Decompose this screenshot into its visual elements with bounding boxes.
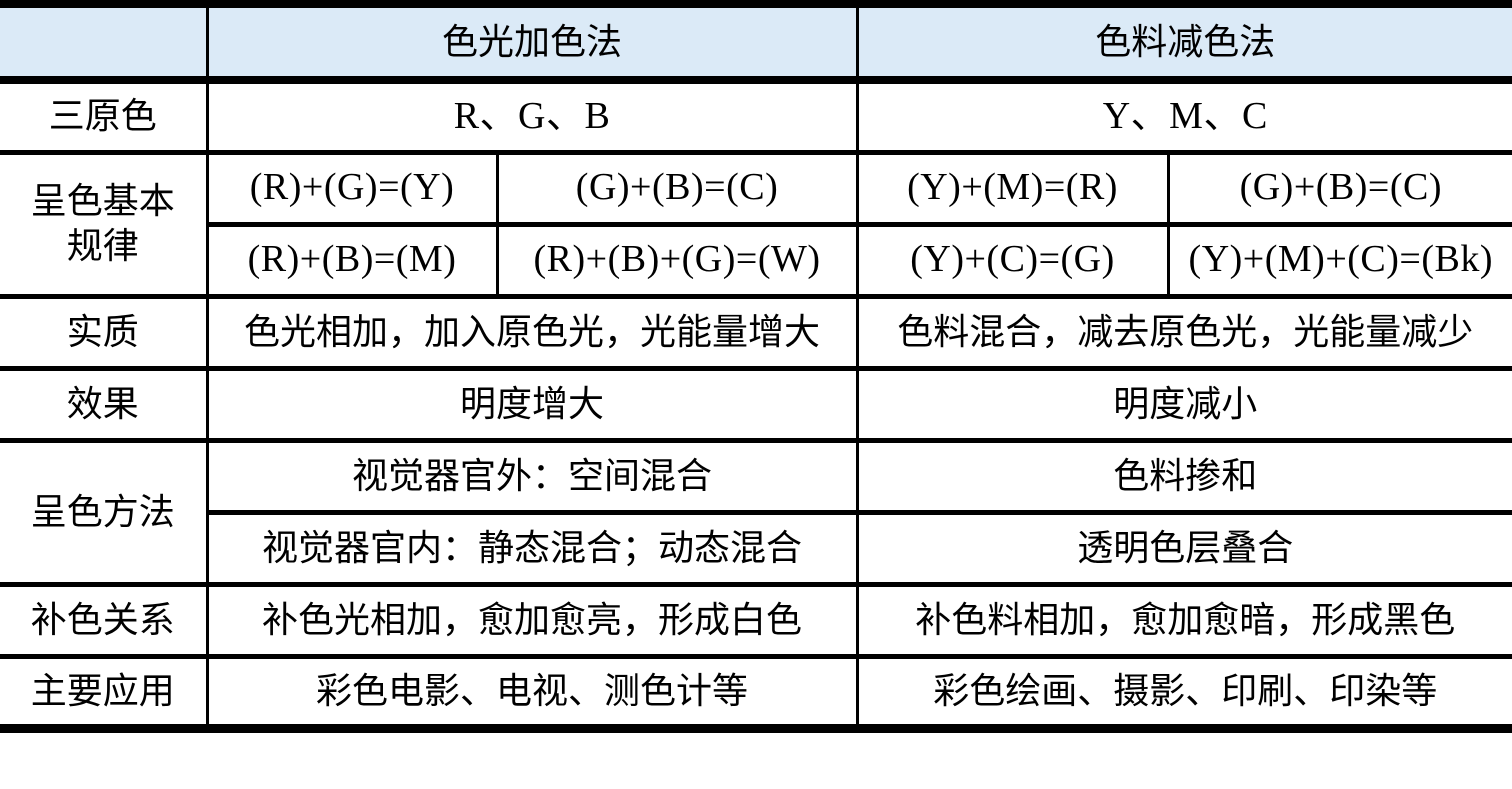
cell-additive-effect: 明度增大 (205, 365, 859, 443)
header-row: 色光加色法 色料减色法 (0, 1, 1512, 84)
cell-subtractive-rule-3: (Y)+(C)=(G) (855, 221, 1170, 299)
row-label-complement: 补色关系 (0, 581, 209, 659)
row-label-method: 呈色方法 (0, 437, 209, 587)
cell-additive-rule-3: (R)+(B)=(M) (205, 221, 499, 299)
cell-subtractive-effect: 明度减小 (855, 365, 1512, 443)
cell-subtractive-rule-2: (G)+(B)=(C) (1166, 149, 1512, 227)
cell-subtractive-method-inner: 透明色层叠合 (855, 509, 1512, 587)
row-rules-2: (R)+(B)=(M) (R)+(B)+(G)=(W) (Y)+(C)=(G) … (0, 221, 1512, 299)
cell-additive-complement: 补色光相加，愈加愈亮，形成白色 (205, 581, 859, 659)
cell-additive-application: 彩色电影、电视、测色计等 (205, 653, 859, 731)
row-method-1: 呈色方法 视觉器官外：空间混合 色料掺和 (0, 437, 1512, 587)
row-essence: 实质 色光相加，加入原色光，光能量增大 色料混合，减去原色光，光能量减少 (0, 293, 1512, 371)
cell-subtractive-rule-1: (Y)+(M)=(R) (855, 149, 1170, 227)
cell-additive-method-outer: 视觉器官外：空间混合 (205, 437, 859, 515)
cell-additive-primaries: R、G、B (205, 77, 859, 155)
row-method-2: 视觉器官内：静态混合；动态混合 透明色层叠合 (0, 509, 1512, 587)
cell-additive-rule-2: (G)+(B)=(C) (495, 149, 859, 227)
cell-additive-method-inner: 视觉器官内：静态混合；动态混合 (205, 509, 859, 587)
corner-cell (0, 1, 209, 84)
row-label-essence: 实质 (0, 293, 209, 371)
row-rules-1: 呈色基本 规律 (R)+(G)=(Y) (G)+(B)=(C) (Y)+(M)=… (0, 149, 1512, 299)
row-complement: 补色关系 补色光相加，愈加愈亮，形成白色 补色料相加，愈加愈暗，形成黑色 (0, 581, 1512, 659)
header-additive: 色光加色法 (205, 1, 859, 84)
cell-subtractive-rule-4: (Y)+(M)+(C)=(Bk) (1166, 221, 1512, 299)
cell-subtractive-method-outer: 色料掺和 (855, 437, 1512, 515)
cell-additive-rule-1: (R)+(G)=(Y) (205, 149, 499, 227)
cell-subtractive-application: 彩色绘画、摄影、印刷、印染等 (855, 653, 1512, 731)
cell-subtractive-complement: 补色料相加，愈加愈暗，形成黑色 (855, 581, 1512, 659)
cell-additive-rule-4: (R)+(B)+(G)=(W) (495, 221, 859, 299)
row-label-application: 主要应用 (0, 653, 209, 731)
row-label-rules: 呈色基本 规律 (0, 149, 209, 299)
row-primaries: 三原色 R、G、B Y、M、C (0, 77, 1512, 155)
row-label-primaries: 三原色 (0, 77, 209, 155)
cell-subtractive-primaries: Y、M、C (855, 77, 1512, 155)
cell-additive-essence: 色光相加，加入原色光，光能量增大 (205, 293, 859, 371)
header-subtractive: 色料减色法 (855, 1, 1512, 84)
cell-subtractive-essence: 色料混合，减去原色光，光能量减少 (855, 293, 1512, 371)
color-mixing-comparison-table: 色光加色法 色料减色法 三原色 R、G、B Y、M、C 呈色基本 规律 (R)+… (0, 0, 1512, 733)
row-application: 主要应用 彩色电影、电视、测色计等 彩色绘画、摄影、印刷、印染等 (0, 653, 1512, 731)
row-effect: 效果 明度增大 明度减小 (0, 365, 1512, 443)
row-label-effect: 效果 (0, 365, 209, 443)
